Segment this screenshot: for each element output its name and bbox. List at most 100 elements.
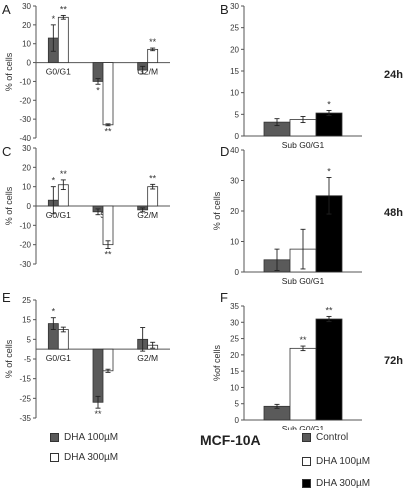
- panel-d-category-label: Sub G0/G1: [282, 276, 325, 286]
- panel-a-bar: [57, 16, 69, 63]
- panel-f-y-tick-label: 30: [230, 318, 239, 327]
- panel-b-y-tick-label: 5: [235, 110, 240, 119]
- panel-b-y-tick-label: 20: [230, 45, 239, 54]
- panel-b-time-label: 24h: [384, 69, 403, 81]
- panel-e-y-tick-label: 25: [22, 296, 31, 305]
- panel-c-y-tick-label: 20: [22, 163, 31, 172]
- legend-left-label-2: DHA 300µM: [64, 452, 119, 463]
- panel-a-label: A: [2, 2, 11, 17]
- panel-b-y-tick-label: 25: [230, 24, 239, 33]
- legend-left-label-1: DHA 100µM: [64, 432, 119, 443]
- panel-c-y-tick-label: 0: [27, 202, 32, 211]
- panel-f-time-label: 72h: [384, 355, 403, 367]
- panel-d-y-tick-label: 0: [235, 268, 240, 277]
- legend-swatch: [302, 457, 311, 466]
- legend-right-item-1: Control: [302, 432, 348, 443]
- panel-c-y-tick-label: 10: [22, 183, 31, 192]
- panel-a-significance-mark: **: [60, 4, 68, 14]
- legend-swatch: [302, 433, 311, 442]
- panel-e-y-tick-label: -35: [19, 414, 31, 423]
- legend-right-label-1: Control: [316, 432, 349, 443]
- panel-f-significance-mark: **: [299, 335, 307, 345]
- panel-a-y-label: % of cells: [4, 52, 14, 91]
- panel-b-y-tick-label: 10: [230, 89, 239, 98]
- legend-right-label-2: DHA 100µM: [316, 456, 371, 467]
- panel-d-y-tick-label: 10: [230, 238, 239, 247]
- panel-e-bar: [102, 348, 114, 372]
- panel-a-significance-mark: **: [104, 127, 112, 137]
- panel-f-y-tick-label: 5: [235, 400, 240, 409]
- legend-right-item-3: DHA 300µM: [302, 478, 370, 489]
- panel-c-significance-mark: *: [52, 176, 56, 186]
- panel-b-label: B: [220, 2, 229, 17]
- legend-swatch: [50, 433, 59, 442]
- panel-c-y-label: % of cells: [4, 186, 14, 225]
- panel-c-category-label: G2/M: [137, 210, 158, 220]
- panel-e-y-tick-label: 15: [22, 316, 31, 325]
- panel-f-y-tick-label: 35: [230, 302, 239, 311]
- panel-f-y-label: %of cells: [212, 344, 222, 381]
- panel-c-y-tick-label: -30: [19, 260, 31, 269]
- panel-b-y-tick-label: 0: [235, 132, 240, 141]
- panel-b-category-label: Sub G0/G1: [282, 140, 325, 150]
- panel-b-significance-mark: *: [327, 99, 331, 109]
- panel-e-bar: [57, 329, 69, 350]
- panel-e-y-tick-label: -5: [24, 355, 32, 364]
- legend-right-label-3: DHA 300µM: [316, 478, 371, 489]
- panel-a-category-label: G2/M: [137, 67, 158, 77]
- panel-d-y-tick-label: 30: [230, 177, 239, 186]
- panel-d-label: D: [220, 144, 229, 159]
- panel-b-y-tick-label: 15: [230, 67, 239, 76]
- panel-e-category-label: G2/M: [137, 353, 158, 363]
- panel-f-y-tick-label: 25: [230, 335, 239, 344]
- panel-b-y-tick-label: 30: [230, 2, 239, 11]
- panel-d-time-label: 48h: [384, 207, 403, 219]
- panel-e-label: E: [2, 290, 11, 305]
- panel-c-y-tick-label: -10: [19, 221, 31, 230]
- panel-e-category-label: G0/G1: [46, 353, 71, 363]
- panel-a-y-tick-label: -20: [19, 96, 31, 105]
- panel-e-bar: [92, 348, 104, 403]
- legend-left-item-2: DHA 300µM: [50, 452, 118, 463]
- panel-c-bar: [147, 186, 159, 207]
- legend-swatch: [302, 479, 311, 488]
- panel-a-y-tick-label: -30: [19, 115, 31, 124]
- legend-swatch: [50, 453, 59, 462]
- panel-f-bar: [315, 318, 343, 421]
- legend-left-item-1: DHA 100µM: [50, 432, 118, 443]
- panel-f-bar: [289, 347, 317, 421]
- panel-e-y-tick-label: -25: [19, 394, 31, 403]
- panel-f-y-tick-label: 0: [235, 416, 240, 425]
- panel-a-bar: [147, 48, 159, 63]
- panel-a-bar: [102, 62, 114, 126]
- panel-a-y-tick-label: -40: [19, 134, 31, 143]
- panel-d-y-tick-label: 20: [230, 207, 239, 216]
- panel-a-y-tick-label: -10: [19, 77, 31, 86]
- legend-right-item-2: DHA 100µM: [302, 456, 370, 467]
- panel-f-significance-mark: **: [325, 305, 333, 315]
- panel-e-y-label: % of cells: [4, 339, 14, 378]
- panel-c-y-tick-label: 30: [22, 144, 31, 153]
- panel-d-y-tick-label: 40: [230, 146, 239, 155]
- panel-d-significance-mark: *: [327, 166, 331, 176]
- panel-f-y-tick-label: 10: [230, 383, 239, 392]
- panel-a-y-tick-label: 20: [22, 21, 31, 30]
- panel-e-significance-mark: **: [94, 409, 102, 419]
- panel-c-y-tick-label: -20: [19, 241, 31, 250]
- panel-c-category-label: G0/G1: [46, 210, 71, 220]
- panel-c-bar: [102, 205, 114, 246]
- panel-a-significance-mark: *: [96, 85, 100, 95]
- panel-e-y-tick-label: 5: [27, 335, 32, 344]
- panel-a-significance-mark: **: [149, 37, 157, 47]
- panel-f-category-label: Sub G0/G1: [282, 424, 325, 430]
- panel-e-significance-mark: *: [52, 307, 56, 317]
- panel-f-label: F: [220, 290, 228, 305]
- panel-a-category-label: G0/G1: [46, 67, 71, 77]
- panel-c-significance-mark: **: [149, 173, 157, 183]
- panel-a-significance-mark: *: [52, 14, 56, 24]
- panel-c-significance-mark: **: [60, 169, 68, 179]
- panel-e-y-tick-label: -15: [19, 375, 31, 384]
- panel-a-y-tick-label: 10: [22, 40, 31, 49]
